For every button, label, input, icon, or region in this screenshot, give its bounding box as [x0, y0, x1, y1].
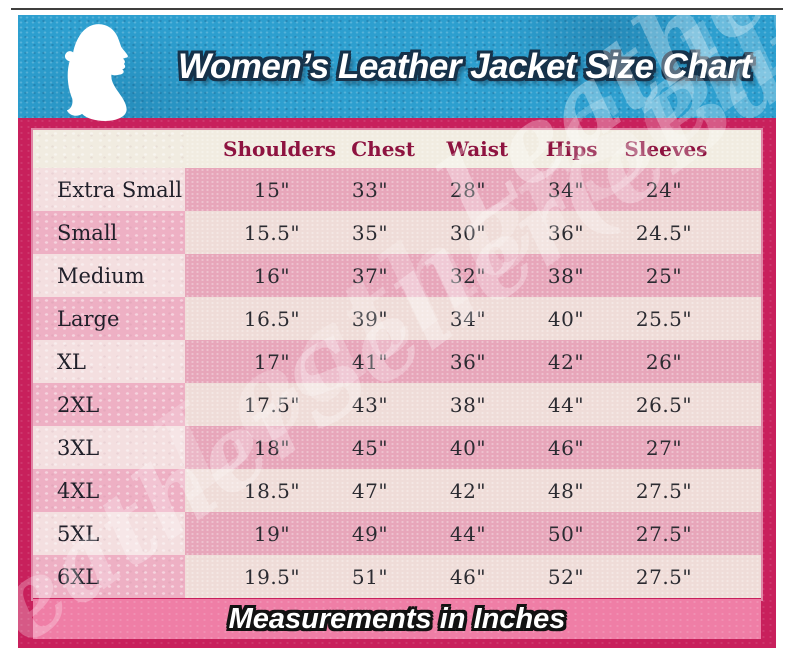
row-value-cell: 15": [253, 177, 291, 202]
row-values: 16" 37" 32" 38" 25": [185, 254, 761, 297]
row-value-cell: 26.5": [635, 392, 693, 417]
row-value-cell: 36": [547, 220, 585, 245]
row-value-cell: 49": [351, 521, 389, 546]
table-row: Large 16.5" 39" 34" 40" 25.5": [33, 297, 761, 340]
row-value-cell: 25": [645, 263, 683, 288]
row-value-cell: 30": [449, 220, 487, 245]
row-value-cell: 50": [547, 521, 585, 546]
row-value-cell: 48": [547, 478, 585, 503]
row-values: 15" 33" 28" 34" 24": [185, 168, 761, 211]
row-value-cell: 40": [547, 306, 585, 331]
row-values: 17.5" 43" 38" 44" 26.5": [185, 383, 761, 426]
poster-banner: Women’s Leather Jacket Size Chart: [18, 15, 776, 122]
row-value-cell: 46": [547, 435, 585, 460]
table-row: 5XL 19" 49" 44" 50" 27.5": [33, 512, 761, 555]
row-size-label: Extra Small: [33, 168, 185, 211]
row-value-cell: 40": [449, 435, 487, 460]
row-values: 18" 45" 40" 46" 27": [185, 426, 761, 469]
row-value-cell: 44": [547, 392, 585, 417]
row-value-cell: 27.5": [635, 521, 693, 546]
row-value-cell: 47": [351, 478, 389, 503]
column-header: Chest: [351, 137, 415, 161]
row-value-cell: 19": [253, 521, 291, 546]
column-header: Hips: [545, 137, 598, 161]
column-headers: Shoulders Chest Waist Hips Sleeves: [185, 130, 761, 168]
table-header-row: Shoulders Chest Waist Hips Sleeves: [33, 130, 761, 168]
row-values: 16.5" 39" 34" 40" 25.5": [185, 297, 761, 340]
row-value-cell: 25.5": [635, 306, 693, 331]
row-value-cell: 27.5": [635, 478, 693, 503]
size-chart-poster: Women’s Leather Jacket Size Chart Should…: [18, 15, 776, 648]
row-size-label: 6XL: [33, 555, 185, 598]
table-row: Medium 16" 37" 32" 38" 25": [33, 254, 761, 297]
row-value-cell: 36": [449, 349, 487, 374]
table-row: 2XL 17.5" 43" 38" 44" 26.5": [33, 383, 761, 426]
row-values: 17" 41" 36" 42" 26": [185, 340, 761, 383]
table-row: 6XL 19.5" 51" 46" 52" 27.5": [33, 555, 761, 598]
row-value-cell: 16.5": [243, 306, 301, 331]
table-row: XL 17" 41" 36" 42" 26": [33, 340, 761, 383]
table-row: 4XL 18.5" 47" 42" 48" 27.5": [33, 469, 761, 512]
column-header: Shoulders: [223, 137, 336, 161]
top-divider-line: [11, 8, 783, 10]
row-values: 19" 49" 44" 50" 27.5": [185, 512, 761, 555]
table-frame: Shoulders Chest Waist Hips Sleeves Extra Sma…: [18, 118, 776, 648]
footer-band: Measurements in Inches: [33, 599, 761, 639]
row-values: 15.5" 35" 30" 36" 24.5": [185, 211, 761, 254]
row-size-label: 5XL: [33, 512, 185, 555]
row-size-label: 2XL: [33, 383, 185, 426]
row-value-cell: 24.5": [635, 220, 693, 245]
row-value-cell: 45": [351, 435, 389, 460]
size-table-body: Extra Small 15" 33" 28" 34" 24" Small 15.5" 3…: [33, 168, 761, 599]
row-value-cell: 38": [449, 392, 487, 417]
size-table: Shoulders Chest Waist Hips Sleeves Extra Sma…: [33, 130, 761, 599]
row-value-cell: 28": [449, 177, 487, 202]
row-value-cell: 34": [547, 177, 585, 202]
row-value-cell: 35": [351, 220, 389, 245]
row-value-cell: 16": [253, 263, 291, 288]
row-values: 18.5" 47" 42" 48" 27.5": [185, 469, 761, 512]
row-value-cell: 18.5": [243, 478, 301, 503]
table-row: 3XL 18" 45" 40" 46" 27": [33, 426, 761, 469]
row-value-cell: 33": [351, 177, 389, 202]
row-values: 19.5" 51" 46" 52" 27.5": [185, 555, 761, 598]
row-value-cell: 37": [351, 263, 389, 288]
row-value-cell: 18": [253, 435, 291, 460]
row-size-label: 3XL: [33, 426, 185, 469]
row-size-label: Small: [33, 211, 185, 254]
row-value-cell: 42": [547, 349, 585, 374]
row-value-cell: 27.5": [635, 564, 693, 589]
row-value-cell: 34": [449, 306, 487, 331]
row-size-label: Medium: [33, 254, 185, 297]
page-title: Women’s Leather Jacket Size Chart: [178, 46, 752, 86]
row-value-cell: 42": [449, 478, 487, 503]
row-value-cell: 15.5": [243, 220, 301, 245]
row-value-cell: 27": [645, 435, 683, 460]
footer-note: Measurements in Inches: [228, 602, 566, 635]
table-row: Small 15.5" 35" 30" 36" 24.5": [33, 211, 761, 254]
row-value-cell: 52": [547, 564, 585, 589]
row-size-label: XL: [33, 340, 185, 383]
row-value-cell: 41": [351, 349, 389, 374]
row-value-cell: 46": [449, 564, 487, 589]
row-value-cell: 17.5": [243, 392, 301, 417]
column-header: Sleeves: [624, 137, 708, 161]
table-row: Extra Small 15" 33" 28" 34" 24": [33, 168, 761, 211]
row-value-cell: 32": [449, 263, 487, 288]
row-value-cell: 43": [351, 392, 389, 417]
row-size-label: 4XL: [33, 469, 185, 512]
row-value-cell: 26": [645, 349, 683, 374]
row-value-cell: 24": [645, 177, 683, 202]
row-value-cell: 38": [547, 263, 585, 288]
row-value-cell: 39": [351, 306, 389, 331]
column-header: Waist: [446, 137, 509, 161]
woman-silhouette-icon: [64, 24, 128, 122]
row-size-label: Large: [33, 297, 185, 340]
row-value-cell: 51": [351, 564, 389, 589]
corner-cell: [33, 130, 185, 168]
row-value-cell: 44": [449, 521, 487, 546]
row-value-cell: 19.5": [243, 564, 301, 589]
row-value-cell: 17": [253, 349, 291, 374]
